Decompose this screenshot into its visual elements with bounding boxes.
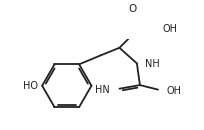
Text: OH: OH: [167, 86, 182, 96]
Text: O: O: [128, 4, 136, 14]
Text: NH: NH: [145, 59, 160, 69]
Text: HN: HN: [95, 85, 110, 95]
Text: OH: OH: [162, 24, 177, 34]
Text: HO: HO: [23, 81, 38, 91]
